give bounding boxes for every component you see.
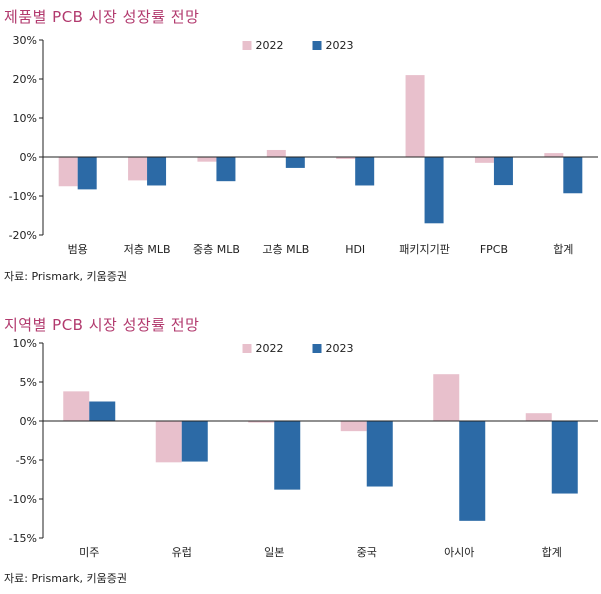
bar-2022-3 — [340, 421, 367, 432]
y-tick-label: -10% — [9, 493, 37, 506]
y-tick-label: -10% — [9, 190, 37, 203]
x-tick-label: 합계 — [542, 546, 562, 559]
bar-2023-3 — [366, 421, 393, 487]
bar-2022-1 — [155, 421, 182, 463]
y-tick-label: -20% — [9, 229, 37, 242]
y-tick-label: -15% — [9, 532, 37, 545]
legend-label-2022: 2022 — [256, 342, 284, 355]
region-growth-chart: 10% 5% 0% -5% -10% -15% 미주 유럽 일본 중국 아시아 합계 2022 2023 — [9, 337, 598, 559]
x-tick-label: 고층 MLB — [262, 243, 309, 256]
bar-2023-2 — [274, 421, 301, 490]
legend-label-2023: 2023 — [326, 39, 354, 52]
source-note: 자료: Prismark, 키움증권 — [4, 270, 128, 283]
legend-swatch-2023 — [312, 41, 322, 50]
bar-2023-0 — [89, 401, 116, 421]
x-tick-label: 아시아 — [444, 546, 474, 559]
x-tick-label: 범용 — [68, 243, 88, 256]
x-tick-label: HDI — [345, 243, 365, 256]
bar-2023-4 — [355, 157, 375, 186]
y-tick-label: -5% — [16, 454, 37, 467]
legend-swatch-2023 — [312, 344, 322, 353]
bar-2023-1 — [147, 157, 167, 186]
x-tick-label: 중국 — [357, 546, 377, 559]
source-note: 자료: Prismark, 키움증권 — [4, 572, 128, 585]
bar-2023-4 — [459, 421, 486, 521]
bar-2022-2 — [248, 421, 275, 423]
y-tick-label: 10% — [13, 112, 37, 125]
x-tick-label: 저층 MLB — [124, 243, 171, 256]
bar-2022-7 — [544, 153, 564, 157]
region-chart-panel: 지역별 PCB 시장 성장률 전망 10% 5% 0% -5% -10% -15% 미주 유럽… — [0, 300, 601, 594]
y-tick-label: 5% — [20, 376, 37, 389]
bar-2023-6 — [493, 157, 513, 186]
bar-2022-4 — [433, 374, 460, 421]
legend-label-2023: 2023 — [326, 342, 354, 355]
y-tick-label: 20% — [13, 73, 37, 86]
x-tick-label: 합계 — [553, 243, 573, 256]
x-tick-label: 중층 MLB — [193, 243, 240, 256]
chart-title: 지역별 PCB 시장 성장률 전망 — [4, 316, 200, 334]
x-tick-label: FPCB — [480, 243, 508, 256]
bar-2023-3 — [285, 157, 305, 168]
y-tick-label: 10% — [13, 337, 37, 350]
bar-2023-5 — [424, 157, 444, 224]
bar-2022-4 — [336, 157, 356, 159]
y-tick-label: 30% — [13, 34, 37, 47]
bar-2022-3 — [266, 149, 286, 157]
bar-2023-7 — [563, 157, 583, 194]
x-tick-label: 유럽 — [172, 545, 192, 559]
chart-title: 제품별 PCB 시장 성장률 전망 — [4, 8, 200, 26]
bar-2022-0 — [58, 157, 78, 187]
bar-2023-5 — [551, 421, 578, 494]
x-tick-label: 패키지기판 — [399, 243, 450, 256]
legend-swatch-2022 — [242, 344, 252, 353]
legend-label-2022: 2022 — [256, 39, 284, 52]
bar-2022-5 — [405, 75, 425, 157]
bar-2023-1 — [181, 421, 208, 462]
product-chart-panel: 제품별 PCB 시장 성장률 전망 30% 20% 10% 0% -10% -20% 범용 저… — [4, 8, 598, 283]
x-tick-label: 미주 — [79, 546, 99, 559]
bar-2022-0 — [63, 391, 90, 421]
bar-2022-2 — [197, 157, 217, 162]
y-tick-label: 0% — [20, 415, 37, 428]
bar-2023-0 — [77, 157, 97, 190]
bar-2022-1 — [128, 157, 148, 181]
y-tick-label: 0% — [20, 151, 37, 164]
legend-swatch-2022 — [242, 41, 252, 50]
bar-2022-6 — [474, 157, 494, 163]
product-growth-chart: 30% 20% 10% 0% -10% -20% 범용 저층 MLB 중층 MLB 고층 MLB H… — [9, 34, 598, 256]
bar-2022-5 — [525, 413, 552, 421]
bar-2023-2 — [216, 157, 236, 182]
x-tick-label: 일본 — [264, 545, 284, 559]
